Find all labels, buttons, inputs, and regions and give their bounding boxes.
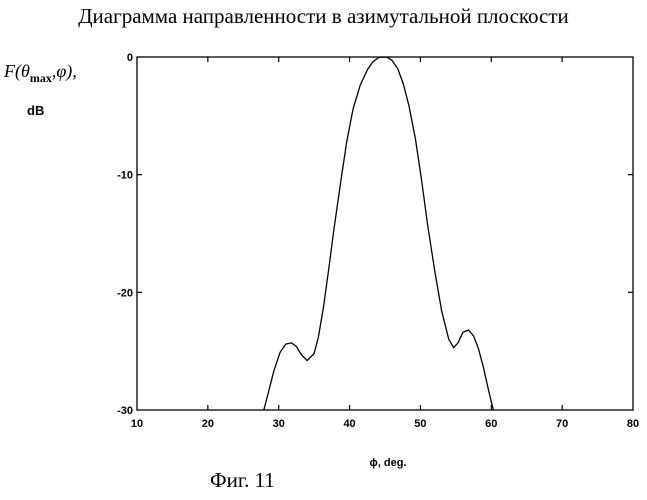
y-tick-group: 0 -10 -20 -30 — [117, 52, 633, 417]
y-axis-label-sub: max — [29, 71, 52, 85]
pattern-curve — [263, 56, 495, 411]
chart-title: Диаграмма направленности в азимутальной … — [78, 4, 569, 28]
y-tick-label: -10 — [117, 170, 133, 182]
x-axis-label: ϕ, deg. — [370, 457, 407, 469]
y-axis-unit: dB — [27, 103, 45, 118]
figure-caption: Фиг. 11 — [210, 468, 275, 492]
y-tick-label: 0 — [127, 52, 133, 64]
y-axis-label-main: F(θ — [4, 61, 30, 81]
y-tick-label: -30 — [117, 405, 133, 417]
plot-frame — [136, 56, 634, 411]
x-tick-label: 40 — [343, 418, 355, 430]
y-tick-label: -20 — [117, 287, 133, 299]
y-axis-label: F(θmax,φ), — [4, 61, 124, 84]
x-tick-label: 20 — [202, 418, 214, 430]
x-tick-label: 30 — [273, 418, 285, 430]
y-axis-label-rest: ,φ), — [51, 61, 77, 81]
x-tick-label: 70 — [556, 418, 568, 430]
x-tick-label: 80 — [627, 418, 639, 430]
x-tick-label: 60 — [485, 418, 497, 430]
x-tick-label: 50 — [414, 418, 426, 430]
x-tick-label: 10 — [131, 418, 143, 430]
x-tick-group: 10 20 30 40 50 60 70 80 — [131, 57, 639, 430]
